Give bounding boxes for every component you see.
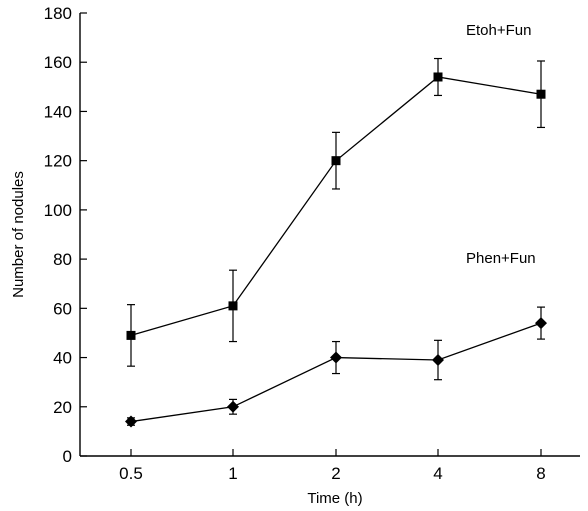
series-label-etoh-fun: Etoh+Fun: [466, 22, 531, 39]
data-point-1-1: [227, 400, 239, 413]
y-axis-title: Number of nodules: [10, 171, 27, 298]
series-0: [126, 57, 546, 367]
y-tick-label-100: 100: [44, 201, 72, 220]
data-point-0-1: [228, 301, 238, 311]
y-tick-label-140: 140: [44, 102, 72, 121]
x-tick-label-2: 2: [331, 464, 340, 483]
y-tick-label-120: 120: [44, 152, 72, 171]
data-point-0-4: [536, 89, 546, 99]
data-point-0-2: [331, 156, 341, 166]
x-tick-label-0.5: 0.5: [119, 464, 143, 483]
data-point-1-0: [125, 415, 137, 428]
data-point-1-2: [330, 351, 342, 364]
data-point-1-4: [535, 317, 547, 330]
data-point-0-3: [433, 72, 443, 82]
y-tick-label-40: 40: [53, 349, 72, 368]
x-ticks: 0.5 1 2 4 8: [119, 449, 546, 483]
series-label-phen-fun: Phen+Fun: [466, 250, 536, 267]
x-tick-label-4: 4: [433, 464, 442, 483]
y-tick-label-60: 60: [53, 299, 72, 318]
series-layer: [125, 57, 547, 428]
x-tick-label-1: 1: [228, 464, 237, 483]
y-tick-label-20: 20: [53, 398, 72, 417]
data-point-0-0: [126, 330, 136, 340]
y-tick-label-0: 0: [63, 447, 72, 466]
x-tick-label-8: 8: [536, 464, 545, 483]
y-tick-label-180: 180: [44, 4, 72, 23]
series-line-0: [130, 76, 542, 337]
y-tick-label-160: 160: [44, 53, 72, 72]
y-ticks: 0 20 40 60 80 100 120 140 160 180: [44, 4, 87, 466]
data-point-1-3: [432, 354, 444, 367]
axes: [79, 13, 580, 457]
y-tick-label-80: 80: [53, 250, 72, 269]
series-1: [125, 306, 547, 428]
x-axis-title: Time (h): [307, 490, 362, 507]
